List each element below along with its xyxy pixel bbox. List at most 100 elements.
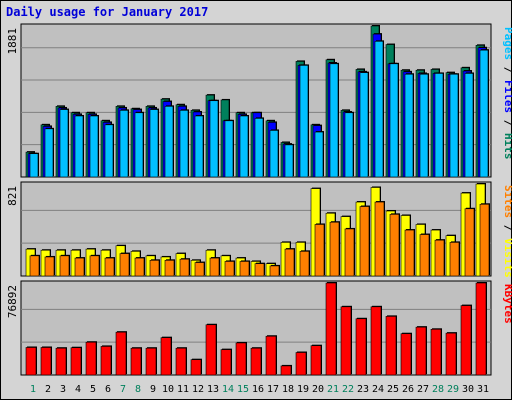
- bar-kbytes-day-8: [130, 347, 142, 376]
- x-tick-label-day-19: 19: [297, 384, 309, 395]
- bar-kbytes-day-12: [190, 359, 202, 376]
- bar-kbytes-day-3: [55, 347, 67, 376]
- bar-kbytes-day-24: [370, 306, 382, 376]
- bar-pages-day-10: [164, 106, 174, 178]
- x-tick-label-day-14: 14: [222, 384, 234, 395]
- bar-kbytes-day-16: [250, 347, 262, 376]
- legend-segment: Hits: [502, 133, 512, 160]
- bar-kbytes-day-6: [100, 346, 112, 376]
- panel-hits-files-pages-legend: Pages / Files / Hits: [502, 27, 512, 160]
- bar-kbytes-day-21: [325, 282, 337, 376]
- bar-pages-day-21: [329, 63, 339, 178]
- bar-sites-day-30: [464, 208, 475, 277]
- bar-sites-day-8: [134, 257, 145, 277]
- x-tick-label-day-15: 15: [237, 384, 249, 395]
- bar-kbytes-day-20: [310, 345, 322, 376]
- bar-kbytes-day-28: [430, 328, 442, 376]
- bar-sites-day-3: [59, 255, 70, 277]
- bar-kbytes-day-15: [235, 342, 247, 376]
- bar-pages-day-2: [44, 128, 54, 178]
- bar-pages-day-1: [29, 153, 39, 178]
- bar-kbytes-day-13: [205, 324, 217, 376]
- bar-kbytes-day-29: [445, 332, 457, 376]
- bar-sites-day-14: [224, 261, 235, 277]
- bar-kbytes-day-5: [85, 341, 97, 376]
- chart-panels: 1881 Pages / Files / Hits 821 Sites / Visit…: [6, 23, 512, 376]
- bar-pages-day-14: [224, 120, 234, 178]
- bar-pages-day-17: [269, 130, 279, 178]
- legend-segment: /: [502, 218, 512, 238]
- x-tick-label-day-13: 13: [207, 384, 219, 395]
- x-tick-label-day-23: 23: [357, 384, 369, 395]
- bar-sites-day-26: [404, 229, 415, 277]
- bar-sites-day-20: [314, 224, 325, 277]
- bar-kbytes-day-23: [355, 318, 367, 376]
- bar-kbytes-day-10: [160, 337, 172, 376]
- bar-sites-day-10: [164, 260, 175, 277]
- bar-sites-day-31: [479, 203, 490, 277]
- bar-pages-day-6: [104, 124, 114, 178]
- bar-pages-day-15: [239, 115, 249, 178]
- legend-segment: /: [502, 113, 512, 133]
- bar-pages-day-18: [284, 144, 294, 178]
- x-tick-label-day-28: 28: [432, 384, 444, 395]
- x-tick-label-day-26: 26: [402, 384, 414, 395]
- bar-pages-day-11: [179, 110, 189, 178]
- legend-segment: /: [502, 60, 512, 80]
- bar-pages-day-26: [404, 73, 414, 178]
- bar-sites-day-12: [194, 262, 205, 277]
- x-tick-label-day-31: 31: [477, 384, 489, 395]
- panel-visits-sites: 821 Sites / Visits: [6, 181, 512, 278]
- bar-kbytes-day-9: [145, 347, 157, 376]
- bar-pages-day-28: [434, 73, 444, 178]
- bar-kbytes-day-14: [220, 349, 232, 376]
- bar-sites-day-7: [119, 253, 130, 277]
- x-tick-label-day-17: 17: [267, 384, 279, 395]
- bar-sites-day-6: [104, 257, 115, 277]
- bar-sites-day-9: [149, 260, 160, 277]
- bar-sites-day-27: [419, 234, 430, 277]
- bar-sites-day-25: [389, 214, 400, 277]
- bar-kbytes-day-26: [400, 333, 412, 376]
- x-tick-label-day-20: 20: [312, 384, 324, 395]
- bar-pages-day-8: [134, 112, 144, 178]
- bar-kbytes-day-22: [340, 306, 352, 376]
- x-tick-label-day-27: 27: [417, 384, 429, 395]
- bar-pages-day-22: [344, 112, 354, 178]
- bar-sites-day-24: [374, 201, 385, 277]
- bar-sites-day-2: [44, 256, 55, 277]
- legend-segment: Files: [502, 80, 512, 113]
- bar-kbytes-day-27: [415, 326, 427, 376]
- x-tick-label-day-29: 29: [447, 384, 459, 395]
- bar-sites-day-15: [239, 261, 250, 277]
- bar-pages-day-30: [464, 73, 474, 178]
- bar-pages-day-25: [389, 63, 399, 178]
- bar-kbytes-day-19: [295, 352, 307, 376]
- panel-kbytes-ymax-label: 76892: [6, 285, 19, 318]
- x-tick-label-day-10: 10: [162, 384, 174, 395]
- x-tick-label-day-4: 4: [75, 384, 81, 395]
- bar-pages-day-3: [59, 109, 69, 178]
- bar-pages-day-23: [359, 72, 369, 178]
- panel-kbytes-legend: KBytes: [502, 284, 512, 324]
- bar-sites-day-11: [179, 258, 190, 277]
- x-tick-label-day-3: 3: [60, 384, 66, 395]
- bar-sites-day-28: [434, 239, 445, 277]
- bar-pages-day-7: [119, 110, 129, 178]
- bar-kbytes-day-4: [70, 347, 82, 376]
- bar-pages-day-24: [374, 41, 384, 178]
- bar-kbytes-day-11: [175, 347, 187, 376]
- x-tick-label-day-8: 8: [135, 384, 141, 395]
- chart-title: Daily usage for January 2017: [6, 5, 208, 19]
- bar-pages-day-9: [149, 109, 159, 178]
- x-tick-label-day-12: 12: [192, 384, 204, 395]
- bar-kbytes-day-18: [280, 365, 292, 376]
- bar-sites-day-18: [284, 248, 295, 277]
- x-tick-label-day-7: 7: [120, 384, 126, 395]
- panel-kbytes: 76892 KBytes: [6, 280, 512, 376]
- bar-sites-day-16: [254, 263, 265, 277]
- bar-pages-day-12: [194, 115, 204, 178]
- bar-pages-day-31: [479, 49, 489, 178]
